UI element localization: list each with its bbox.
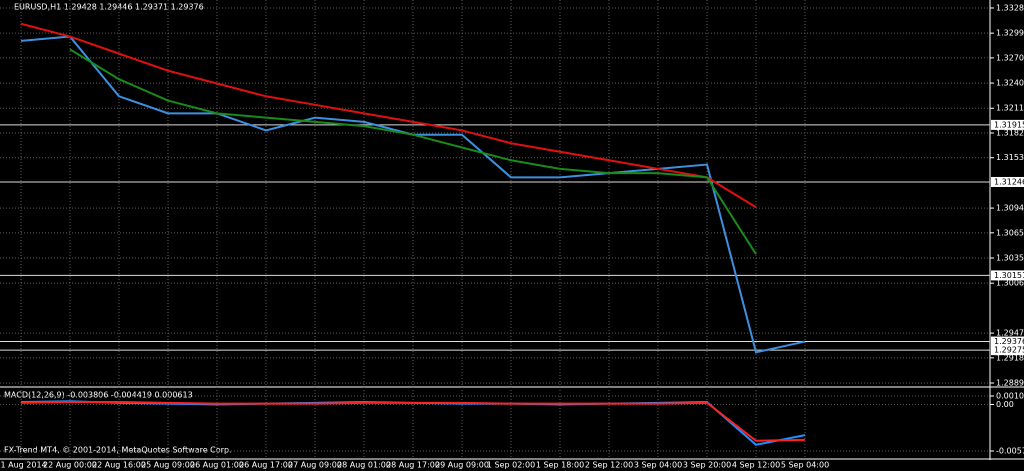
time-label: 27 Aug 09:00: [288, 461, 342, 470]
price-label: 1.32405: [996, 79, 1024, 88]
price-label: 1.28890: [996, 379, 1024, 388]
time-label: 26 Aug 01:00: [190, 461, 244, 470]
price-label: 1.32110: [996, 104, 1024, 113]
copyright: FX-Trend MT4, © 2001-2014, MetaQuotes So…: [4, 446, 232, 455]
price-label: 1.30355: [996, 254, 1024, 263]
price-label: 1.29475: [996, 329, 1024, 338]
level-box: [991, 119, 1024, 130]
time-label: 22 Aug 00:00: [43, 461, 97, 470]
time-label: 28 Aug 01:00: [337, 461, 391, 470]
series-line: [69, 48, 757, 255]
level-label: 1.31915: [994, 120, 1024, 129]
price-label: 1.31820: [996, 128, 1024, 137]
price-label: -0.00577: [996, 446, 1024, 455]
time-label: 5 Sep 04:00: [781, 461, 829, 470]
time-label: 3 Sep 20:00: [683, 461, 731, 470]
series-line: [20, 22, 757, 209]
time-label: 4 Sep 12:00: [732, 461, 780, 470]
level-box: [991, 336, 1024, 347]
level-box: [991, 345, 1024, 356]
time-label: 28 Aug 17:00: [386, 461, 440, 470]
level-label: 1.31246: [994, 177, 1024, 186]
time-label: 3 Sep 04:00: [634, 461, 682, 470]
price-label: 1.30060: [996, 279, 1024, 288]
price-label: 0.00: [996, 400, 1014, 409]
time-label: 22 Aug 16:00: [92, 461, 146, 470]
price-label: 1.32990: [996, 29, 1024, 38]
series-line: [20, 401, 806, 442]
time-label: 21 Aug 2014: [0, 461, 47, 470]
level-label: 1.29376: [994, 337, 1024, 346]
level-box: [991, 176, 1024, 187]
level-label: 1.30151: [994, 271, 1024, 280]
level-box: [991, 270, 1024, 281]
time-label: 25 Aug 09:00: [141, 461, 195, 470]
macd-header: MACD(12,26,9) -0.003806 -0.004419 0.0006…: [4, 391, 193, 400]
price-label: 1.31530: [996, 153, 1024, 162]
price-label: 1.29185: [996, 353, 1024, 362]
price-label: 1.30650: [996, 228, 1024, 237]
time-label: 29 Aug 09:00: [435, 461, 489, 470]
price-label: 1.33285: [996, 3, 1024, 12]
time-label: 1 Sep 02:00: [487, 461, 535, 470]
symbol-header: EURUSD,H1 1.29428 1.29446 1.29371 1.2937…: [14, 3, 204, 12]
level-label: 1.29275: [994, 346, 1024, 355]
time-label: 26 Aug 17:00: [239, 461, 293, 470]
price-label: 1.32700: [996, 53, 1024, 62]
price-label: 1.30940: [996, 204, 1024, 213]
price-label: 0.001048: [996, 392, 1024, 401]
time-label: 1 Sep 18:00: [536, 461, 584, 470]
time-label: 2 Sep 12:00: [585, 461, 633, 470]
